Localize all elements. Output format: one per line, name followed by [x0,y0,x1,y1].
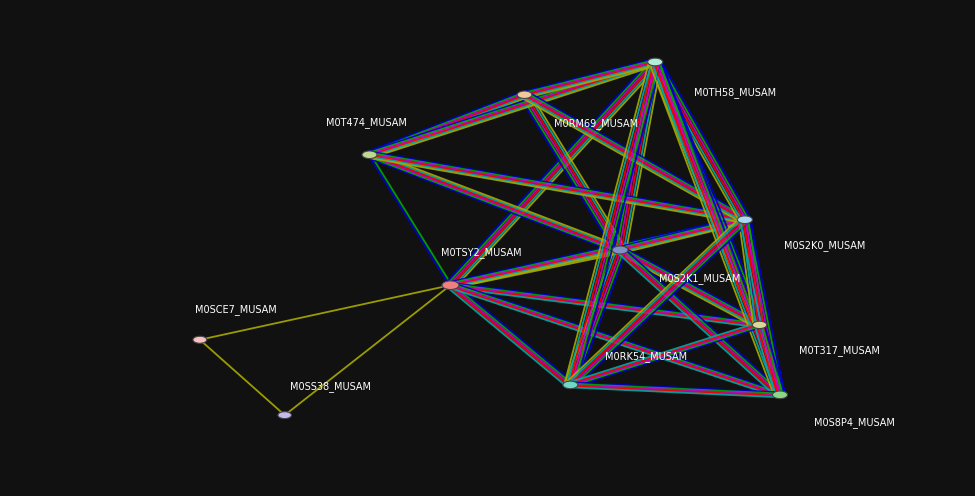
Circle shape [278,412,292,419]
Text: M0S2K1_MUSAM: M0S2K1_MUSAM [659,273,740,284]
Text: M0SS38_MUSAM: M0SS38_MUSAM [290,381,370,392]
Circle shape [193,336,207,343]
Circle shape [563,381,578,389]
Circle shape [612,246,628,254]
Text: M0S2K0_MUSAM: M0S2K0_MUSAM [784,240,865,251]
Circle shape [753,321,766,328]
Circle shape [647,58,663,66]
Circle shape [442,281,459,290]
Text: M0SCE7_MUSAM: M0SCE7_MUSAM [195,305,277,315]
Circle shape [362,151,377,159]
Text: M0T317_MUSAM: M0T317_MUSAM [799,345,879,356]
Text: M0RK54_MUSAM: M0RK54_MUSAM [604,351,686,362]
Text: M0T474_MUSAM: M0T474_MUSAM [326,117,407,128]
Text: M0RM69_MUSAM: M0RM69_MUSAM [554,118,638,129]
Circle shape [772,391,788,399]
Text: M0TH58_MUSAM: M0TH58_MUSAM [694,87,776,98]
Circle shape [737,216,753,224]
Circle shape [517,91,532,99]
Text: M0S8P4_MUSAM: M0S8P4_MUSAM [814,417,895,428]
Text: M0TSY2_MUSAM: M0TSY2_MUSAM [441,248,522,258]
